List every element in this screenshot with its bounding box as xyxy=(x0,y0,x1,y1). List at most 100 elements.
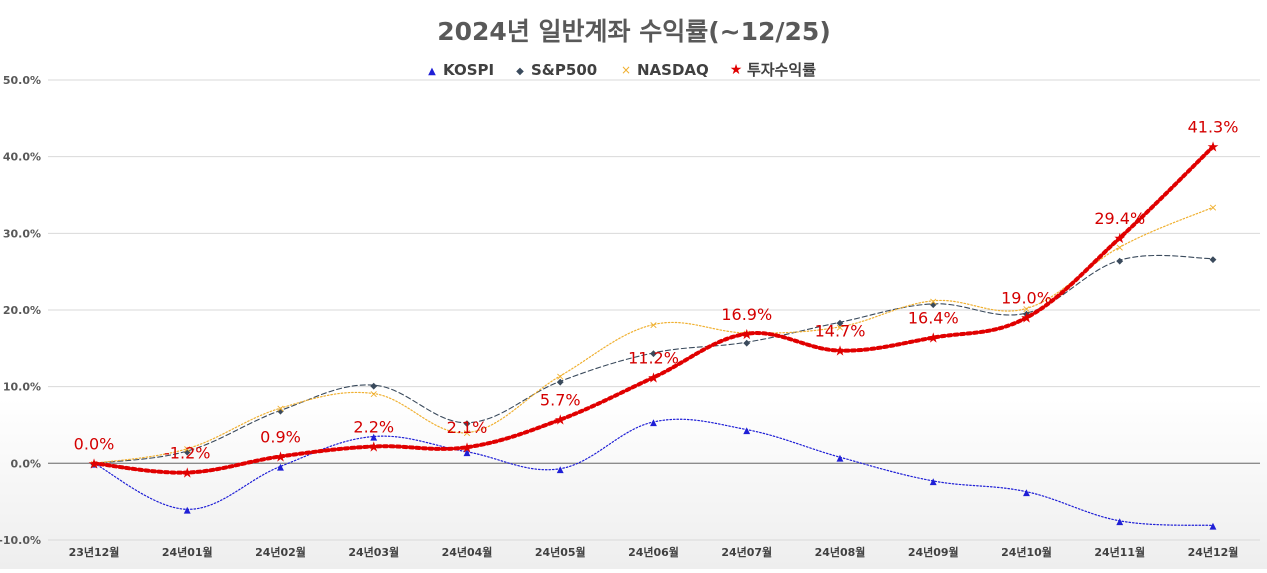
data-point: ★ xyxy=(834,344,847,360)
x-tick-label: 23년12월 xyxy=(69,545,120,559)
x-axis: 23년12월 24년01월 24년02월 24년03월 24년04월 24년05월 24년0… xyxy=(69,545,1239,559)
legend-label: KOSPI xyxy=(443,61,494,79)
y-tick-label: 30.0% xyxy=(3,227,41,240)
data-label: 5.7% xyxy=(540,391,581,410)
data-point: × xyxy=(649,319,658,332)
data-point: ◆ xyxy=(557,378,564,388)
data-point: ▲ xyxy=(1210,522,1217,532)
x-tick-label: 24년09월 xyxy=(908,545,959,559)
data-point: ★ xyxy=(927,331,940,347)
x-tick-label: 24년07월 xyxy=(721,545,772,559)
y-tick-label: 40.0% xyxy=(3,151,41,164)
data-label: -1.2% xyxy=(164,444,210,463)
legend-label: S&P500 xyxy=(531,61,597,79)
data-point: ★ xyxy=(274,449,287,465)
x-tick-label: 24년10월 xyxy=(1001,545,1052,559)
data-point: ◆ xyxy=(370,381,377,391)
data-point: × xyxy=(369,388,378,401)
data-point: ◆ xyxy=(464,419,471,429)
data-point: ★ xyxy=(647,371,660,387)
data-point: ◆ xyxy=(1116,256,1123,266)
data-point: × xyxy=(462,427,471,440)
data-point: ◆ xyxy=(1023,309,1030,319)
x-tick-label: 24년05월 xyxy=(535,545,586,559)
data-label: 0.0% xyxy=(74,434,115,453)
data-point: ▲ xyxy=(277,463,284,473)
data-point: ★ xyxy=(367,440,380,456)
data-point: ◆ xyxy=(277,407,284,417)
series-line xyxy=(93,254,1214,464)
series-lines: ▲▲▲▲▲▲▲▲▲▲▲▲ ▲◆◆◆◆◆◆◆◆◆◆◆◆ ◆×××××××× ×××××★… xyxy=(88,140,1220,532)
y-tick-label: 0.0% xyxy=(10,457,41,470)
data-label: 16.4% xyxy=(908,309,959,328)
data-point: × xyxy=(835,321,844,334)
legend: ▲ KOSPI ◆ S&P500 × NASDAQ ★ 투자수익률 xyxy=(428,61,816,79)
y-tick-label: -10.0% xyxy=(0,534,41,547)
data-label: 2.2% xyxy=(353,417,394,436)
series-line xyxy=(93,418,1214,527)
data-point: × xyxy=(929,295,938,308)
data-point: ★ xyxy=(740,327,753,343)
data-point: × xyxy=(1115,241,1124,254)
x-tick-label: 24년12월 xyxy=(1188,545,1239,559)
data-point: ▲ xyxy=(1116,517,1123,527)
x-tick-label: 24년06월 xyxy=(628,545,679,559)
series-line xyxy=(92,144,1215,475)
data-labels: 0.0% -1.2% 0.9% 2.2% 2.1% 5.7% 11.2% 16.9% 14.7%… xyxy=(74,118,1239,463)
data-point: × xyxy=(1022,302,1031,315)
x-tick-label: 24년01월 xyxy=(162,545,213,559)
data-point: ◆ xyxy=(1210,255,1217,265)
data-point: ▲ xyxy=(557,465,564,475)
data-point: ▲ xyxy=(184,506,191,516)
y-axis: 50.0% 40.0% 30.0% 20.0% 10.0% 0.0% -10.0% xyxy=(0,74,41,547)
gridlines xyxy=(48,79,1260,541)
legend-marker: × xyxy=(621,63,631,77)
data-point: ★ xyxy=(181,466,194,482)
data-point: ▲ xyxy=(650,418,657,428)
data-point: ★ xyxy=(88,456,101,472)
data-point: × xyxy=(556,370,565,383)
data-label: 14.7% xyxy=(815,322,866,341)
series-line xyxy=(93,206,1214,464)
data-point: ▲ xyxy=(930,477,937,487)
data-point: ▲ xyxy=(1023,488,1030,498)
data-label: 0.9% xyxy=(260,427,301,446)
x-tick-label: 24년08월 xyxy=(815,545,866,559)
data-point: × xyxy=(276,402,285,415)
legend-marker: ★ xyxy=(730,62,743,78)
data-point: ▲ xyxy=(837,453,844,463)
data-point: ▲ xyxy=(464,448,471,458)
data-point: ◆ xyxy=(930,300,937,310)
data-label: 11.2% xyxy=(628,348,679,367)
data-point: ★ xyxy=(1207,140,1220,156)
legend-label: 투자수익률 xyxy=(747,61,816,79)
x-tick-label: 24년02월 xyxy=(255,545,306,559)
y-tick-label: 20.0% xyxy=(3,304,41,317)
y-tick-label: 10.0% xyxy=(3,381,41,394)
data-point: ◆ xyxy=(837,319,844,329)
data-point: × xyxy=(183,443,192,456)
data-point: ◆ xyxy=(650,349,657,359)
x-tick-label: 24년03월 xyxy=(348,545,399,559)
legend-label: NASDAQ xyxy=(637,61,709,79)
data-point: ▲ xyxy=(370,433,377,443)
data-point: × xyxy=(1208,201,1217,214)
data-label: 16.9% xyxy=(721,305,772,324)
x-tick-label: 24년11월 xyxy=(1094,545,1145,559)
data-label: 41.3% xyxy=(1188,118,1239,137)
x-tick-label: 24년04월 xyxy=(442,545,493,559)
data-point: ◆ xyxy=(184,447,191,457)
data-point: ★ xyxy=(554,413,567,429)
y-tick-label: 50.0% xyxy=(3,74,41,87)
data-label: 19.0% xyxy=(1001,289,1052,308)
legend-marker: ▲ xyxy=(428,66,436,77)
chart-title: 2024년 일반계좌 수익률(~12/25) xyxy=(437,17,831,46)
data-point: ★ xyxy=(1020,311,1033,327)
data-point: ★ xyxy=(461,440,474,456)
data-point: ★ xyxy=(1113,231,1126,247)
data-label: 29.4% xyxy=(1094,209,1145,228)
data-point: ◆ xyxy=(743,338,750,348)
data-point: ▲ xyxy=(743,426,750,436)
